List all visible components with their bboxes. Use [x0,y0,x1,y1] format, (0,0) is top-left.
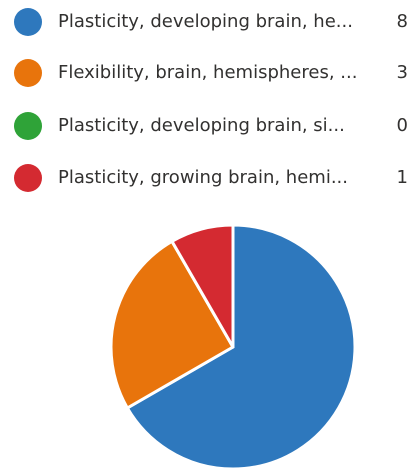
legend-label: Plasticity, developing brain, si... [58,115,345,136]
pie-slice [109,239,235,410]
legend-swatch [14,112,42,140]
legend-label: Plasticity, developing brain, he... [58,11,353,32]
legend-count: 3 [397,62,408,83]
legend-count: 1 [397,167,408,188]
legend-count: 8 [397,11,408,32]
pie-slice [125,223,357,471]
legend-swatch [14,164,42,192]
legend-label: Flexibility, brain, hemispheres, ... [58,62,357,83]
legend-swatch [14,8,42,36]
legend-count: 0 [397,115,408,136]
legend-label: Plasticity, growing brain, hemi... [58,167,348,188]
pie-slice [170,223,235,349]
legend-swatch [14,59,42,87]
